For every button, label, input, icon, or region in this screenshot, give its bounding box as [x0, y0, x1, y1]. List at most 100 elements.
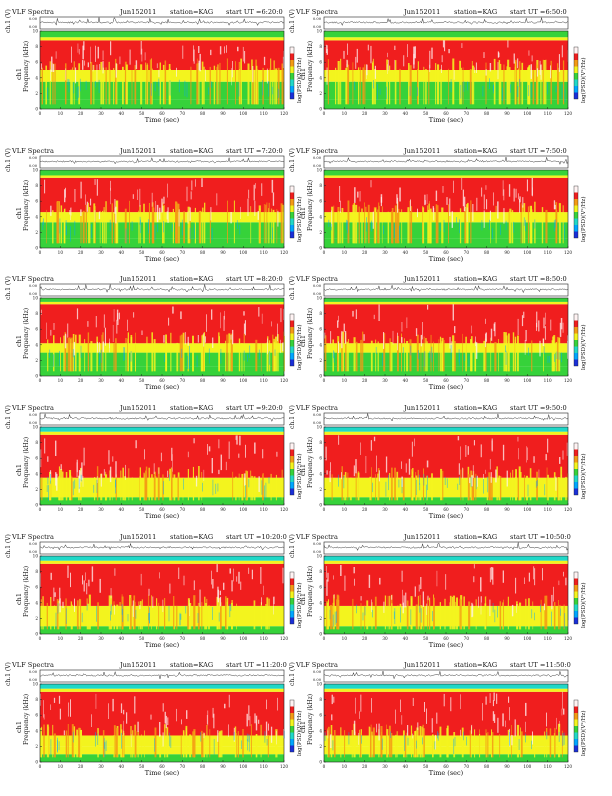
spectrum-saturation [331, 694, 333, 705]
spectrum-saturation [50, 69, 51, 81]
time-tick-label: 0 [323, 250, 326, 255]
time-tick-label: 100 [239, 636, 247, 641]
spectrum-streak [165, 341, 168, 372]
spectrum-dropout [548, 355, 550, 363]
spectrum-dropout [409, 86, 411, 96]
spectrum-streak [403, 730, 405, 758]
colorbar-swatch [290, 66, 294, 73]
spectrum-saturation [70, 572, 71, 588]
spectrum-saturation [58, 695, 61, 704]
spectrum-saturation [326, 49, 328, 55]
spectrum-band [324, 485, 568, 498]
spectrum-streak [490, 477, 493, 501]
spectrum-saturation [517, 58, 519, 69]
spectrum-saturation [490, 472, 492, 483]
spectrum-saturation [236, 576, 238, 582]
spectrum-saturation [436, 712, 438, 724]
spectrum-streak [40, 599, 42, 630]
time-tick-label: 70 [464, 636, 470, 641]
freq-channel-label: ch1 [299, 335, 307, 347]
spectrum-saturation [83, 580, 85, 592]
spectrum-streak [159, 734, 162, 758]
colorbar-label: log(PSD)(V²/Hz) [580, 57, 587, 103]
spectrum-dropout [72, 481, 74, 496]
spectrum-saturation [341, 472, 342, 480]
spectrum-dropout [185, 605, 187, 614]
spectrum-saturation [326, 566, 327, 578]
spectrum-dropout [494, 609, 496, 623]
spectrum-dropout [562, 733, 564, 746]
spectrum-saturation [53, 587, 55, 602]
spectrum-saturation [495, 469, 497, 483]
spectrum-streak [145, 471, 147, 501]
spectrum-dropout [74, 479, 76, 489]
spectrum-dropout [468, 353, 470, 367]
spectrum-saturation [176, 708, 177, 722]
panel-header-start: start UT =11:20:0 [226, 661, 287, 669]
spectrum-band [324, 684, 568, 689]
spectrum-dropout [553, 220, 555, 232]
spectrum-dropout [247, 354, 248, 362]
spectrum-saturation [204, 336, 206, 343]
spectrum-dropout [464, 354, 466, 361]
time-axis-label: Time (sec) [429, 255, 464, 263]
spectrum-streak [429, 201, 430, 244]
time-tick-label: 40 [403, 636, 409, 641]
spectrum-streak [72, 67, 73, 105]
channel-tick-bottom: 0.00 [313, 678, 322, 682]
spectrum-streak [144, 474, 146, 501]
time-tick-label: 40 [403, 250, 409, 255]
panel-header-station: station=KAG [454, 533, 497, 541]
spectrum-streak [435, 63, 437, 105]
spectrum-saturation [496, 693, 498, 704]
spectrum-saturation [114, 605, 115, 615]
colorbar-label: log(PSD)(V²/Hz) [296, 710, 303, 756]
spectrum-saturation [558, 54, 560, 72]
panel-10: VLF Spectra Jun152011 station=KAG start UT … [289, 533, 587, 649]
spectrum-streak [176, 605, 178, 630]
spectrum-streak [137, 731, 139, 758]
time-tick-label: 20 [362, 250, 368, 255]
spectrum-saturation [119, 56, 121, 65]
spectrum-saturation [516, 604, 517, 613]
spectrum-saturation [282, 567, 284, 584]
spectrum-streak [417, 469, 419, 501]
spectrum-streak [124, 476, 127, 501]
spectrum-saturation [493, 323, 495, 332]
spectrum-streak [420, 335, 422, 372]
time-tick-label: 80 [200, 636, 206, 641]
spectrum-saturation [59, 708, 61, 720]
time-tick-label: 100 [239, 507, 247, 512]
time-tick-label: 60 [443, 636, 449, 641]
panel-header-start: start UT =8:20:0 [226, 275, 283, 283]
time-tick-label: 70 [180, 507, 186, 512]
spectrum-dropout [247, 739, 248, 751]
spectrum-saturation [161, 198, 163, 213]
spectrum-saturation [189, 207, 191, 221]
channel-trace-line [323, 17, 569, 27]
spectrum-streak [138, 601, 140, 630]
colorbar-swatch [574, 578, 578, 585]
freq-channel-label: ch1 [15, 207, 23, 219]
spectrum-saturation [243, 311, 245, 316]
spectrum-saturation [223, 582, 225, 590]
spectrum-streak [235, 61, 236, 105]
spectrum-streak [553, 335, 556, 372]
spectrum-band [324, 614, 568, 627]
spectrum-streak [111, 476, 113, 501]
spectrum-dropout [547, 356, 549, 363]
spectrum-streak [265, 604, 267, 630]
spectrum-streak [203, 733, 206, 758]
spectrum-saturation [463, 196, 466, 212]
spectrum-saturation [96, 341, 98, 353]
spectrum-saturation [114, 199, 116, 214]
time-tick-label: 40 [403, 507, 409, 512]
spectrum-saturation [180, 311, 182, 320]
spectrum-saturation [70, 207, 71, 221]
freq-tick-label: 4 [35, 214, 38, 219]
spectrum-saturation [559, 322, 562, 337]
spectrum-saturation [277, 697, 278, 711]
channel-axis-label: ch.1 (V) [5, 662, 12, 686]
spectrum-dropout [105, 740, 107, 752]
spectrum-saturation [410, 199, 411, 211]
